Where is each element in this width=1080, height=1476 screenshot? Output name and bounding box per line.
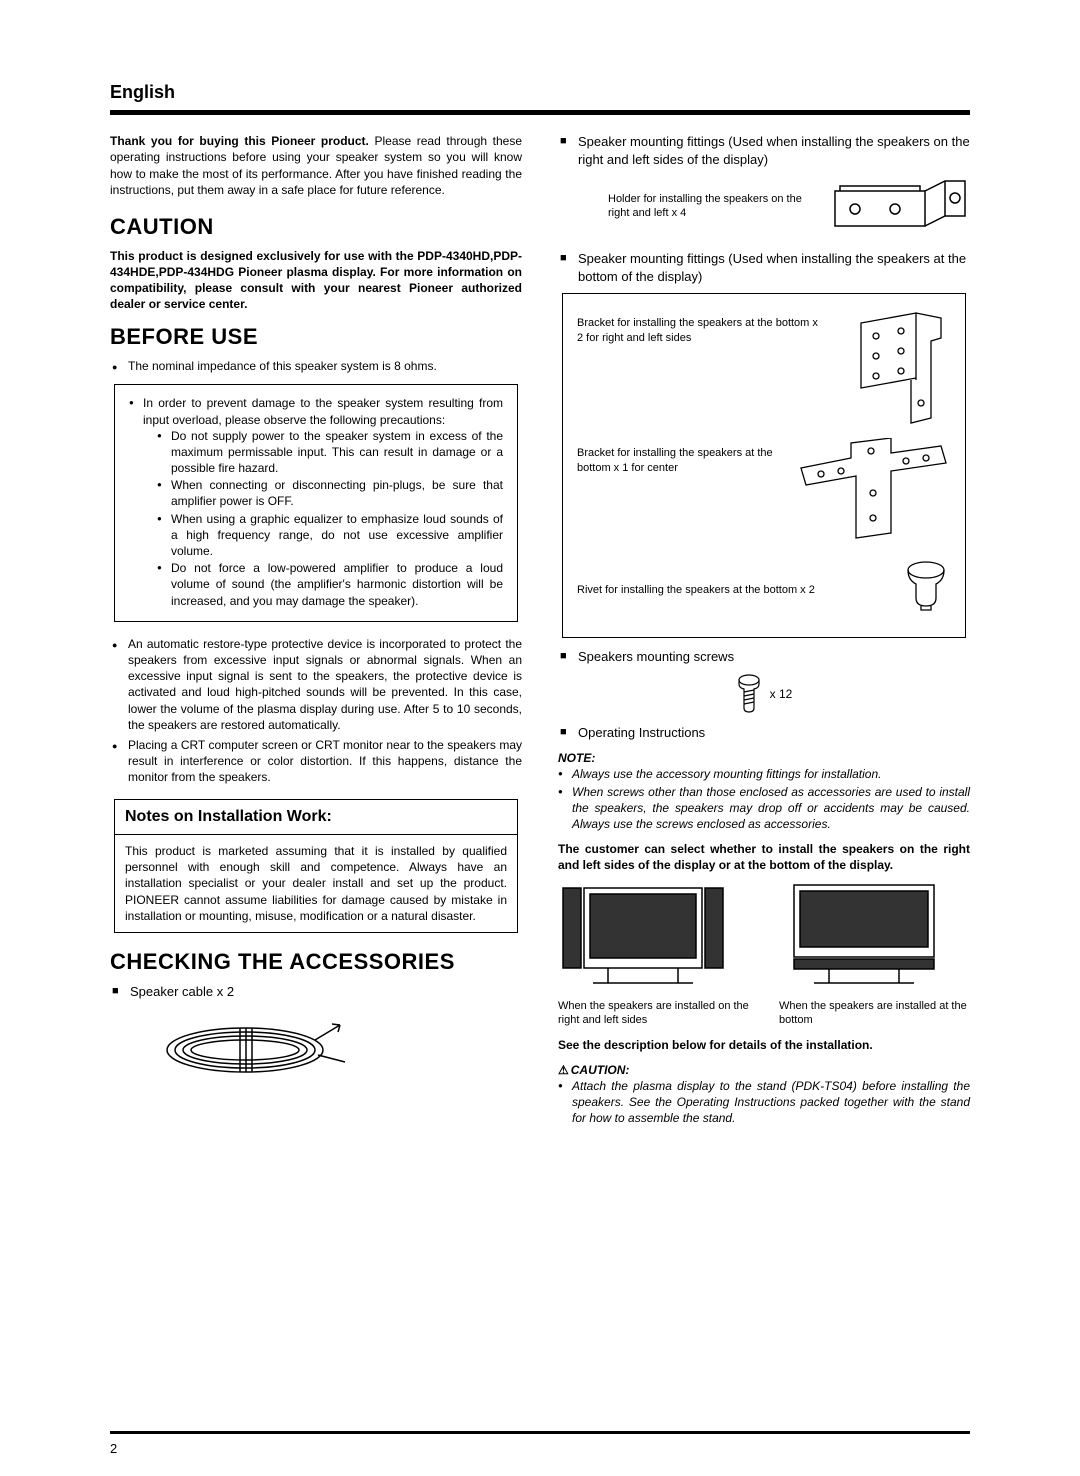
fitting-side-item: Speaker mounting fittings (Used when ins… bbox=[558, 133, 970, 168]
config-row: When the speakers are installed on the r… bbox=[558, 883, 970, 1027]
page-number: 2 bbox=[110, 1440, 117, 1458]
precaution-box: In order to prevent damage to the speake… bbox=[114, 384, 518, 621]
config-bottom-caption: When the speakers are installed at the b… bbox=[779, 999, 970, 1028]
speaker-cable-label: Speaker cable x 2 bbox=[110, 983, 522, 1001]
precaution-lead-text: In order to prevent damage to the speake… bbox=[143, 396, 503, 426]
bracket-rl-svg bbox=[841, 308, 951, 428]
language-header: English bbox=[110, 80, 970, 115]
config-bottom-svg bbox=[779, 883, 949, 988]
screws-item: Speakers mounting screws bbox=[558, 648, 970, 666]
operating-instructions-item: Operating Instructions bbox=[558, 724, 970, 742]
caution2-heading: ⚠CAUTION: bbox=[558, 1062, 970, 1078]
intro-bold-line: Thank you for buying this Pioneer produc… bbox=[110, 134, 369, 148]
caution-heading: CAUTION bbox=[110, 212, 522, 242]
config-bottom: When the speakers are installed at the b… bbox=[779, 883, 970, 1027]
bracket-rl-label: Bracket for installing the speakers at t… bbox=[577, 308, 827, 345]
config-side: When the speakers are installed on the r… bbox=[558, 883, 749, 1027]
after-box-bullet: Placing a CRT computer screen or CRT mon… bbox=[110, 737, 522, 786]
precaution-item: Do not force a low-powered amplifier to … bbox=[157, 560, 503, 609]
right-column: Speaker mounting fittings (Used when ins… bbox=[558, 133, 970, 1128]
bracket-center-svg bbox=[791, 438, 951, 548]
side-holder-svg bbox=[830, 176, 970, 236]
before-use-bullet: The nominal impedance of this speaker sy… bbox=[110, 358, 522, 374]
after-box-list: An automatic restore-type protective dev… bbox=[110, 636, 522, 786]
note-item: When screws other than those enclosed as… bbox=[558, 784, 970, 833]
screws-count: x 12 bbox=[770, 686, 793, 702]
note-list: Always use the accessory mounting fittin… bbox=[558, 766, 970, 833]
precaution-sublist: Do not supply power to the speaker syste… bbox=[143, 428, 503, 609]
intro-paragraph: Thank you for buying this Pioneer produc… bbox=[110, 133, 522, 198]
bracket-center-label: Bracket for installing the speakers at t… bbox=[577, 438, 777, 475]
see-description: See the description below for details of… bbox=[558, 1037, 970, 1053]
notes-body: This product is marketed assuming that i… bbox=[115, 835, 517, 932]
footer-rule bbox=[110, 1431, 970, 1434]
operating-label: Operating Instructions bbox=[558, 724, 970, 742]
fitting-bottom-item: Speaker mounting fittings (Used when ins… bbox=[558, 250, 970, 285]
screw-svg bbox=[736, 674, 762, 714]
warning-icon: ⚠ bbox=[558, 1063, 569, 1077]
config-side-svg bbox=[558, 883, 728, 988]
bracket-center-row: Bracket for installing the speakers at t… bbox=[577, 438, 951, 548]
accessories-list-left: Speaker cable x 2 bbox=[110, 983, 522, 1001]
precaution-item: When connecting or disconnecting pin-plu… bbox=[157, 477, 503, 509]
checking-accessories-heading: CHECKING THE ACCESSORIES bbox=[110, 947, 522, 977]
select-paragraph: The customer can select whether to insta… bbox=[558, 841, 970, 873]
side-holder-diagram: Holder for installing the speakers on th… bbox=[558, 176, 970, 236]
precaution-lead: In order to prevent damage to the speake… bbox=[129, 395, 503, 608]
caution-body: This product is designed exclusively for… bbox=[110, 248, 522, 313]
caution2-heading-text: CAUTION: bbox=[571, 1063, 630, 1077]
note-heading: NOTE: bbox=[558, 750, 970, 766]
bracket-rl-row: Bracket for installing the speakers at t… bbox=[577, 308, 951, 428]
rivet-svg bbox=[901, 558, 951, 613]
bottom-fittings-box: Bracket for installing the speakers at t… bbox=[562, 293, 966, 638]
screws-label: Speakers mounting screws bbox=[558, 648, 970, 666]
screws-diagram: x 12 bbox=[558, 674, 970, 714]
precaution-item: Do not supply power to the speaker syste… bbox=[157, 428, 503, 477]
notes-heading: Notes on Installation Work: bbox=[115, 800, 517, 835]
speaker-cable-diagram bbox=[160, 1010, 522, 1085]
rivet-row: Rivet for installing the speakers at the… bbox=[577, 558, 951, 613]
notes-on-installation-box: Notes on Installation Work: This product… bbox=[114, 799, 518, 933]
caution2-list: Attach the plasma display to the stand (… bbox=[558, 1078, 970, 1127]
side-holder-caption: Holder for installing the speakers on th… bbox=[608, 192, 812, 221]
left-column: Thank you for buying this Pioneer produc… bbox=[110, 133, 522, 1128]
before-use-list: The nominal impedance of this speaker sy… bbox=[110, 358, 522, 374]
precaution-item: When using a graphic equalizer to emphas… bbox=[157, 511, 503, 560]
rivet-label: Rivet for installing the speakers at the… bbox=[577, 575, 887, 597]
after-box-bullet: An automatic restore-type protective dev… bbox=[110, 636, 522, 733]
fitting-side-label: Speaker mounting fittings (Used when ins… bbox=[558, 133, 970, 168]
config-side-caption: When the speakers are installed on the r… bbox=[558, 999, 749, 1028]
note-item: Always use the accessory mounting fittin… bbox=[558, 766, 970, 782]
caution2-body: Attach the plasma display to the stand (… bbox=[558, 1078, 970, 1127]
fitting-bottom-label: Speaker mounting fittings (Used when ins… bbox=[558, 250, 970, 285]
before-use-heading: BEFORE USE bbox=[110, 322, 522, 352]
two-column-layout: Thank you for buying this Pioneer produc… bbox=[110, 133, 970, 1128]
